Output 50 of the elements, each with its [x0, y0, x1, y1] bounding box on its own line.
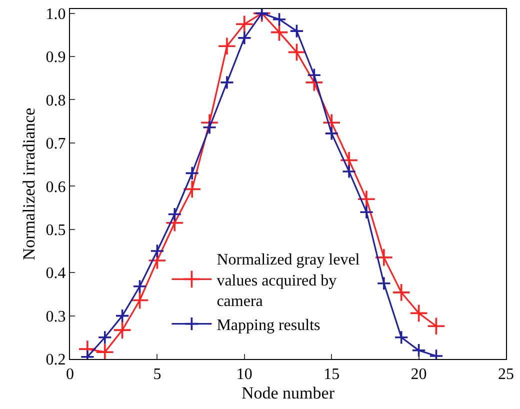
- point: [184, 166, 200, 180]
- point: [96, 342, 114, 359]
- point: [220, 75, 234, 90]
- point: [306, 68, 322, 82]
- point: [235, 14, 254, 34]
- point: [342, 164, 356, 179]
- point: [130, 290, 150, 310]
- x-tick-label: 15: [324, 366, 340, 384]
- y-tick-label: 0.6: [46, 178, 66, 196]
- point: [324, 126, 339, 141]
- point: [115, 308, 130, 323]
- point: [374, 248, 394, 267]
- y-tick-label: 0.4: [46, 265, 66, 282]
- point: [167, 207, 182, 222]
- y-tick-label: 1.0: [46, 6, 66, 23]
- y-tick-label: 0.9: [46, 49, 66, 66]
- legend-label: Normalized gray level values acquired by camera: [216, 252, 360, 310]
- y-tick-label: 0.3: [46, 308, 66, 326]
- legend-label: Mapping results: [216, 317, 320, 334]
- point: [202, 120, 217, 135]
- point: [290, 24, 304, 38]
- x-tick-label: 20: [410, 366, 427, 384]
- x-axis-title: Node number: [241, 384, 335, 403]
- point: [270, 23, 289, 42]
- y-axis-title: Normalized irradiance: [19, 108, 38, 260]
- x-tick-label: 5: [153, 366, 162, 384]
- point: [272, 12, 286, 27]
- point: [394, 330, 409, 345]
- point: [376, 276, 392, 291]
- point: [426, 316, 446, 336]
- x-tick-label: 10: [236, 366, 252, 384]
- x-tick-label: 25: [498, 366, 514, 384]
- point: [150, 244, 164, 258]
- point: [287, 42, 306, 62]
- point: [392, 283, 411, 302]
- point: [98, 330, 112, 345]
- y-tick-label: 0.8: [46, 92, 66, 110]
- point: [357, 190, 376, 208]
- point: [237, 30, 252, 46]
- point: [412, 343, 426, 358]
- point: [113, 320, 132, 340]
- point: [218, 36, 236, 56]
- point: [132, 279, 147, 294]
- point: [410, 304, 428, 322]
- y-tick-label: 0.2: [46, 352, 66, 369]
- x-tick-label: 0: [66, 366, 74, 384]
- y-tick-label: 0.7: [46, 136, 66, 153]
- point: [182, 180, 202, 198]
- point: [359, 204, 374, 220]
- y-tick-label: 0.5: [46, 222, 66, 239]
